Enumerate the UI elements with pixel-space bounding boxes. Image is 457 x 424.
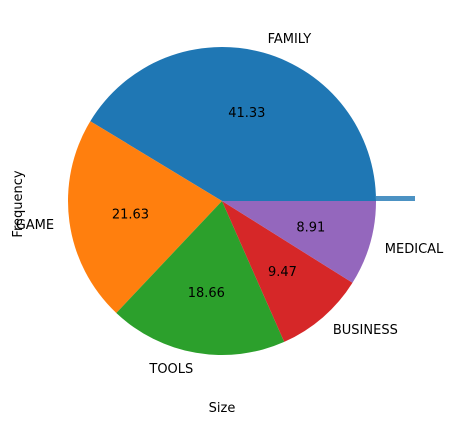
x-axis-label: Size bbox=[209, 401, 236, 416]
pie-slice-tools bbox=[116, 201, 285, 356]
slice-label-business: BUSINESS bbox=[333, 323, 398, 338]
pie-slice-family bbox=[90, 47, 376, 201]
y-axis-label: Frequency bbox=[11, 170, 26, 237]
slice-label-medical: MEDICAL bbox=[385, 242, 444, 257]
slice-value-game: 21.63 bbox=[112, 207, 149, 222]
slice-value-business: 9.47 bbox=[268, 265, 297, 280]
slice-value-medical: 8.91 bbox=[296, 221, 325, 236]
slice-label-family: FAMILY bbox=[268, 32, 312, 47]
legend-handle-stub bbox=[376, 196, 415, 201]
slice-label-tools: TOOLS bbox=[148, 362, 193, 377]
slice-value-tools: 18.66 bbox=[188, 286, 225, 301]
slice-label-game: GAME bbox=[16, 218, 54, 233]
pie-slice-game bbox=[68, 121, 222, 313]
slice-value-family: 41.33 bbox=[228, 106, 265, 121]
pie-slices bbox=[68, 47, 376, 356]
pie-labels: FAMILY 41.33 GAME 21.63 TOOLS 18.66 BUSINESS 9.… bbox=[16, 32, 444, 377]
pie-slice-medical bbox=[222, 201, 376, 283]
pie-slice-business bbox=[222, 201, 353, 342]
